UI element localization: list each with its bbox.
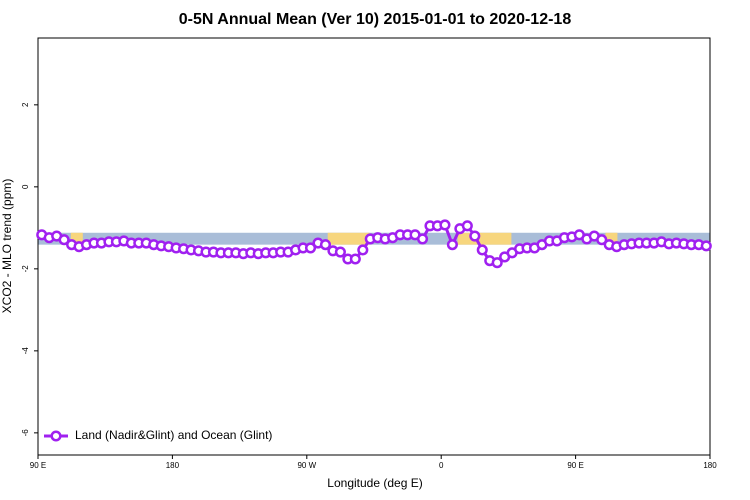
x-tick-label: 90 E (30, 461, 46, 470)
data-point (446, 239, 458, 251)
data-point (58, 234, 70, 246)
data-point (476, 244, 488, 256)
data-point (700, 240, 712, 252)
coverage-segment (70, 232, 83, 245)
x-tick-label: 90 E (567, 461, 583, 470)
coverage-segment (457, 232, 512, 245)
x-axis-label: Longitude (deg E) (327, 476, 422, 490)
data-point (319, 239, 332, 251)
data-point (304, 242, 317, 254)
data-point (491, 257, 503, 269)
legend-label: Land (Nadir&Glint) and Ocean (Glint) (75, 428, 272, 442)
x-tick-label: 0 (439, 461, 444, 470)
data-point (461, 220, 473, 232)
data-point (439, 219, 451, 231)
y-tick-label: 0 (21, 184, 30, 189)
legend-marker (50, 430, 62, 442)
y-tick-label: -2 (21, 265, 30, 273)
data-point (596, 234, 608, 246)
x-tick-label: 180 (703, 461, 717, 470)
data-point (469, 230, 481, 242)
y-tick-label: -4 (21, 347, 30, 355)
coverage-segment (327, 232, 370, 245)
coverage-segment (605, 232, 618, 245)
data-point (416, 233, 429, 245)
y-tick-label: -6 (21, 429, 30, 437)
x-tick-label: 180 (166, 461, 180, 470)
chart-title: 0-5N Annual Mean (Ver 10) 2015-01-01 to … (179, 11, 572, 28)
y-axis-label: XCO2 - MLO trend (ppm) (0, 179, 14, 314)
x-tick-label: 90 W (297, 461, 316, 470)
data-point (357, 244, 369, 256)
data-point (349, 253, 361, 265)
y-tick-label: 2 (21, 102, 30, 107)
data-point (334, 246, 346, 258)
